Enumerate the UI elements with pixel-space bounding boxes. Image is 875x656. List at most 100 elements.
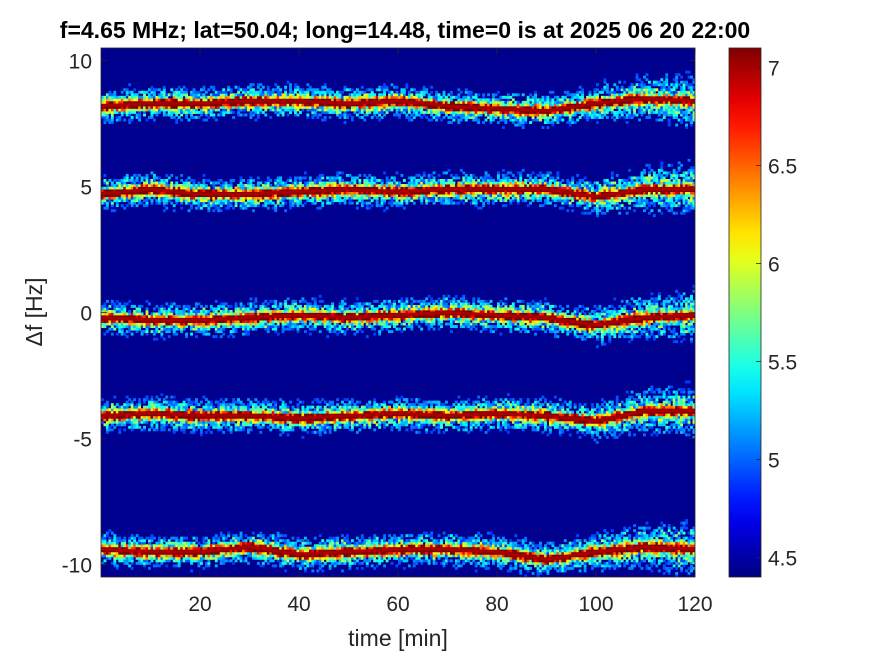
heatmap-cell xyxy=(162,105,166,109)
heatmap-cell xyxy=(603,95,607,99)
heatmap-cell xyxy=(113,189,117,192)
heatmap-cell xyxy=(487,191,490,195)
heatmap-cell xyxy=(618,211,622,215)
heatmap-cell xyxy=(677,83,681,87)
heatmap-cell xyxy=(212,204,216,208)
heatmap-cell xyxy=(667,110,671,114)
heatmap-cell xyxy=(449,90,453,94)
heatmap-cell xyxy=(301,93,305,97)
heatmap-cell xyxy=(628,181,632,185)
heatmap-cell xyxy=(499,110,503,114)
heatmap-cell xyxy=(687,93,691,97)
heatmap-cell xyxy=(467,90,471,94)
heatmap-cell xyxy=(321,98,325,102)
heatmap-cell xyxy=(680,113,684,117)
heatmap-cell xyxy=(279,204,283,208)
heatmap-cell xyxy=(113,209,117,213)
heatmap-cell xyxy=(207,105,211,109)
heatmap-cell xyxy=(192,189,196,192)
heatmap-cell xyxy=(677,90,681,94)
heatmap-cell xyxy=(588,189,592,192)
heatmap-cell xyxy=(125,93,129,97)
heatmap-cell xyxy=(256,201,260,205)
heatmap-cell xyxy=(365,178,369,182)
heatmap-cell xyxy=(660,176,664,180)
heatmap-cell xyxy=(608,184,612,187)
heatmap-cell xyxy=(187,194,191,198)
heatmap-cell xyxy=(115,118,119,122)
heatmap-cell xyxy=(464,116,468,119)
heatmap-cell xyxy=(692,176,695,180)
heatmap-cell xyxy=(326,191,330,195)
heatmap-cell xyxy=(301,176,305,180)
heatmap-cell xyxy=(596,196,599,200)
heatmap-cell xyxy=(318,173,322,177)
heatmap-cell xyxy=(363,103,367,107)
heatmap-cell xyxy=(247,108,250,112)
heatmap-cell xyxy=(660,163,664,167)
heatmap-cell xyxy=(190,189,193,192)
heatmap-cell xyxy=(348,108,352,112)
heatmap-cell xyxy=(227,108,231,112)
heatmap-cell xyxy=(380,201,384,205)
heatmap-cell xyxy=(633,93,637,97)
heatmap-cell xyxy=(605,209,609,213)
heatmap-cell xyxy=(652,178,656,182)
heatmap-cell xyxy=(212,199,216,203)
heatmap-cell xyxy=(162,110,166,114)
heatmap-cell xyxy=(140,201,144,205)
heatmap-cell xyxy=(308,176,312,180)
heatmap-cell xyxy=(353,191,357,195)
heatmap-cell xyxy=(150,171,154,175)
heatmap-cell xyxy=(680,118,684,122)
heatmap-cell xyxy=(566,98,570,102)
heatmap-cell xyxy=(306,108,310,112)
heatmap-cell xyxy=(363,108,367,112)
heatmap-cell xyxy=(578,108,582,112)
heatmap-cell xyxy=(346,181,349,185)
heatmap-cell xyxy=(229,178,233,182)
heatmap-cell xyxy=(573,194,577,198)
heatmap-cell xyxy=(464,118,468,122)
heatmap-cell xyxy=(524,181,528,185)
heatmap-cell xyxy=(410,194,414,198)
heatmap-cell xyxy=(561,103,565,107)
heatmap-cell xyxy=(316,199,320,203)
heatmap-cell xyxy=(254,108,258,112)
heatmap-cell xyxy=(489,191,493,195)
heatmap-cell xyxy=(628,199,632,203)
heatmap-cell xyxy=(544,118,547,122)
heatmap-cell xyxy=(583,110,587,114)
heatmap-cell xyxy=(469,100,473,104)
heatmap-cell xyxy=(162,196,166,200)
heatmap-cell xyxy=(242,108,245,112)
heatmap-cell xyxy=(308,186,312,190)
heatmap-cell xyxy=(640,178,644,182)
heatmap-cell xyxy=(442,108,446,112)
heatmap-cell xyxy=(620,186,624,190)
heatmap-cell xyxy=(271,206,275,210)
heatmap-cell xyxy=(209,95,213,99)
heatmap-cell xyxy=(437,113,441,117)
heatmap-cell xyxy=(618,204,622,208)
heatmap-cell xyxy=(534,98,538,102)
heatmap-cell xyxy=(415,95,419,99)
heatmap-cell xyxy=(647,173,651,177)
heatmap-cell xyxy=(613,199,617,203)
heatmap-cell xyxy=(558,118,562,122)
heatmap-cell xyxy=(494,93,498,97)
heatmap-cell xyxy=(239,93,243,97)
heatmap-cell xyxy=(336,105,340,109)
heatmap-cell xyxy=(308,103,312,107)
heatmap-cell xyxy=(417,194,421,198)
heatmap-cell xyxy=(571,100,575,104)
heatmap-cell xyxy=(682,196,686,200)
heatmap-cell xyxy=(558,98,562,102)
heatmap-cell xyxy=(313,181,317,185)
heatmap-cell xyxy=(613,103,617,107)
heatmap-cell xyxy=(598,186,602,190)
heatmap-cell xyxy=(546,95,550,99)
heatmap-cell xyxy=(140,95,144,99)
heatmap-cell xyxy=(501,126,505,130)
heatmap-cell xyxy=(675,178,679,182)
